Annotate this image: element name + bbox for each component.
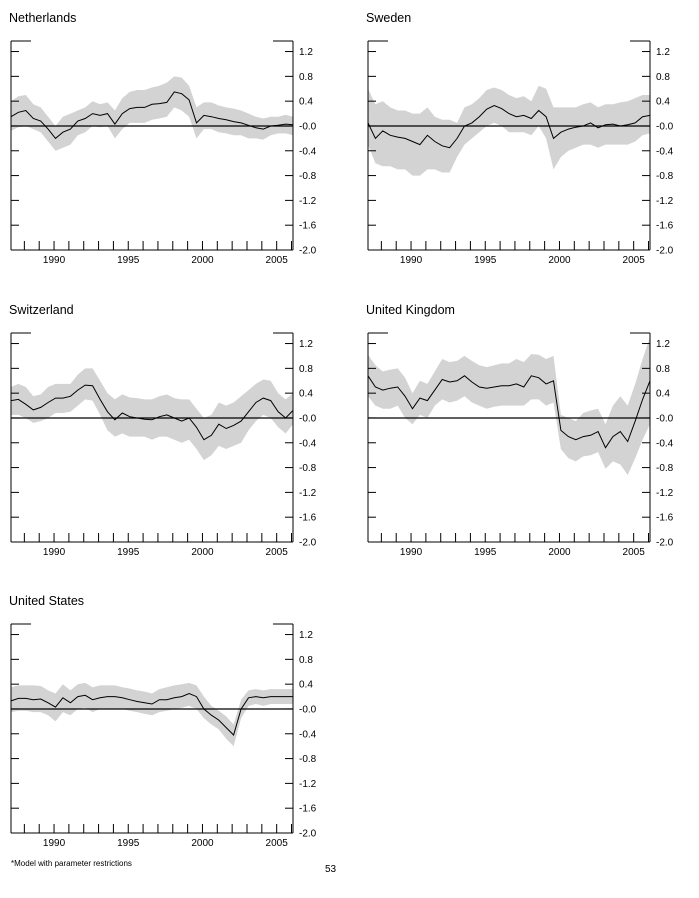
y-tick-label: 0.8 — [299, 364, 313, 375]
y-tick-label: -0.0 — [299, 413, 317, 424]
y-tick-label: -1.6 — [656, 513, 674, 524]
page-number: 53 — [325, 864, 337, 875]
chart-title: Netherlands — [9, 11, 76, 25]
confidence-band — [11, 76, 293, 151]
x-tick-label: 1990 — [43, 838, 66, 849]
footnote: *Model with parameter restrictions — [11, 859, 132, 868]
y-tick-label: 1.2 — [656, 47, 670, 58]
y-tick-label: -0.8 — [656, 463, 674, 474]
estimate-line — [10, 91, 294, 140]
chart-title: United States — [9, 594, 84, 608]
y-tick-label: -0.8 — [656, 171, 674, 182]
confidence-band — [368, 85, 650, 176]
x-tick-label: 2005 — [266, 547, 289, 558]
y-tick-label: 1.2 — [299, 47, 313, 58]
y-tick-label: -2.0 — [299, 829, 317, 840]
y-tick-label: 1.2 — [299, 339, 313, 350]
y-tick-label: 1.2 — [299, 630, 313, 641]
chart-panel-sweden: Sweden 1.2 0.8 0.4 -0.0 -0.4 -0.8 -1.2 -1.6 -2.0 1… — [366, 11, 674, 266]
chart-panel-netherlands: Netherlands 1.2 0.8 0.4 -0.0 -0.4 -0.8 -1.2 -1.6… — [9, 11, 317, 266]
x-tick-label: 1995 — [117, 255, 140, 266]
chart-title: Switzerland — [9, 303, 74, 317]
x-tick-label: 1995 — [474, 255, 497, 266]
x-tick-label: 1990 — [43, 255, 66, 266]
x-tick-label: 2005 — [623, 255, 646, 266]
chart-panel-united-states: United States 1.2 0.8 0.4 -0.0 -0.4 -0.8 -1.2 -1… — [9, 594, 317, 849]
confidence-band — [11, 682, 293, 747]
x-tick-label: 2000 — [191, 547, 214, 558]
x-tick-label: 2000 — [548, 255, 571, 266]
y-tick-label: 0.4 — [299, 389, 313, 400]
chart-title: Sweden — [366, 11, 411, 25]
y-tick-label: -0.4 — [299, 729, 317, 740]
chart-panel-united-kingdom: United Kingdom 1.2 0.8 0.4 -0.0 -0.4 -0.8 -1.2 -… — [366, 303, 674, 558]
y-tick-label: -1.2 — [299, 196, 317, 207]
y-tick-label: -1.6 — [299, 221, 317, 232]
y-tick-label: -2.0 — [299, 246, 317, 257]
x-tick-label: 1990 — [400, 547, 423, 558]
y-tick-label: 0.8 — [656, 364, 670, 375]
y-tick-label: 0.8 — [299, 655, 313, 666]
y-tick-label: -0.8 — [299, 754, 317, 765]
y-tick-label: -0.4 — [299, 438, 317, 449]
y-tick-label: -1.6 — [299, 804, 317, 815]
x-tick-label: 2000 — [191, 255, 214, 266]
x-tick-label: 2005 — [623, 547, 646, 558]
y-tick-label: -0.8 — [299, 171, 317, 182]
y-tick-label: -0.4 — [656, 146, 674, 157]
x-tick-label: 1995 — [117, 838, 140, 849]
y-tick-label: -0.4 — [299, 146, 317, 157]
y-tick-label: 0.4 — [656, 389, 670, 400]
y-tick-label: 0.4 — [299, 680, 313, 691]
y-tick-label: -1.2 — [299, 779, 317, 790]
x-tick-label: 2000 — [191, 838, 214, 849]
x-tick-label: 1995 — [117, 547, 140, 558]
y-tick-label: -2.0 — [656, 246, 674, 257]
y-tick-label: 0.8 — [656, 72, 670, 83]
y-tick-label: -1.2 — [656, 196, 674, 207]
x-tick-label: 1990 — [400, 255, 423, 266]
estimate-line — [367, 375, 651, 449]
y-tick-label: -0.0 — [656, 413, 674, 424]
y-tick-label: 1.2 — [656, 339, 670, 350]
x-tick-label: 1990 — [43, 547, 66, 558]
y-tick-label: -2.0 — [656, 538, 674, 549]
y-tick-label: 0.4 — [299, 97, 313, 108]
estimate-line — [367, 104, 651, 149]
x-tick-label: 2005 — [266, 838, 289, 849]
chart-title: United Kingdom — [366, 303, 455, 317]
y-tick-label: -0.0 — [299, 704, 317, 715]
y-tick-label: -0.0 — [299, 121, 317, 132]
y-tick-label: -0.0 — [656, 121, 674, 132]
chart-panel-switzerland: Switzerland 1.2 0.8 0.4 -0.0 -0.4 -0.8 -1.2 -1.6… — [9, 303, 317, 558]
y-tick-label: -1.6 — [656, 221, 674, 232]
y-tick-label: -0.8 — [299, 463, 317, 474]
y-tick-label: -1.6 — [299, 513, 317, 524]
y-tick-label: -1.2 — [656, 488, 674, 499]
y-tick-label: -0.4 — [656, 438, 674, 449]
x-tick-label: 2005 — [266, 255, 289, 266]
estimate-line — [10, 384, 294, 441]
confidence-band — [11, 368, 293, 461]
y-tick-label: -1.2 — [299, 488, 317, 499]
y-tick-label: 0.4 — [656, 97, 670, 108]
confidence-band — [368, 337, 650, 475]
estimate-line — [10, 692, 293, 736]
y-tick-label: -2.0 — [299, 538, 317, 549]
x-tick-label: 1995 — [474, 547, 497, 558]
y-tick-label: 0.8 — [299, 72, 313, 83]
x-tick-label: 2000 — [548, 547, 571, 558]
